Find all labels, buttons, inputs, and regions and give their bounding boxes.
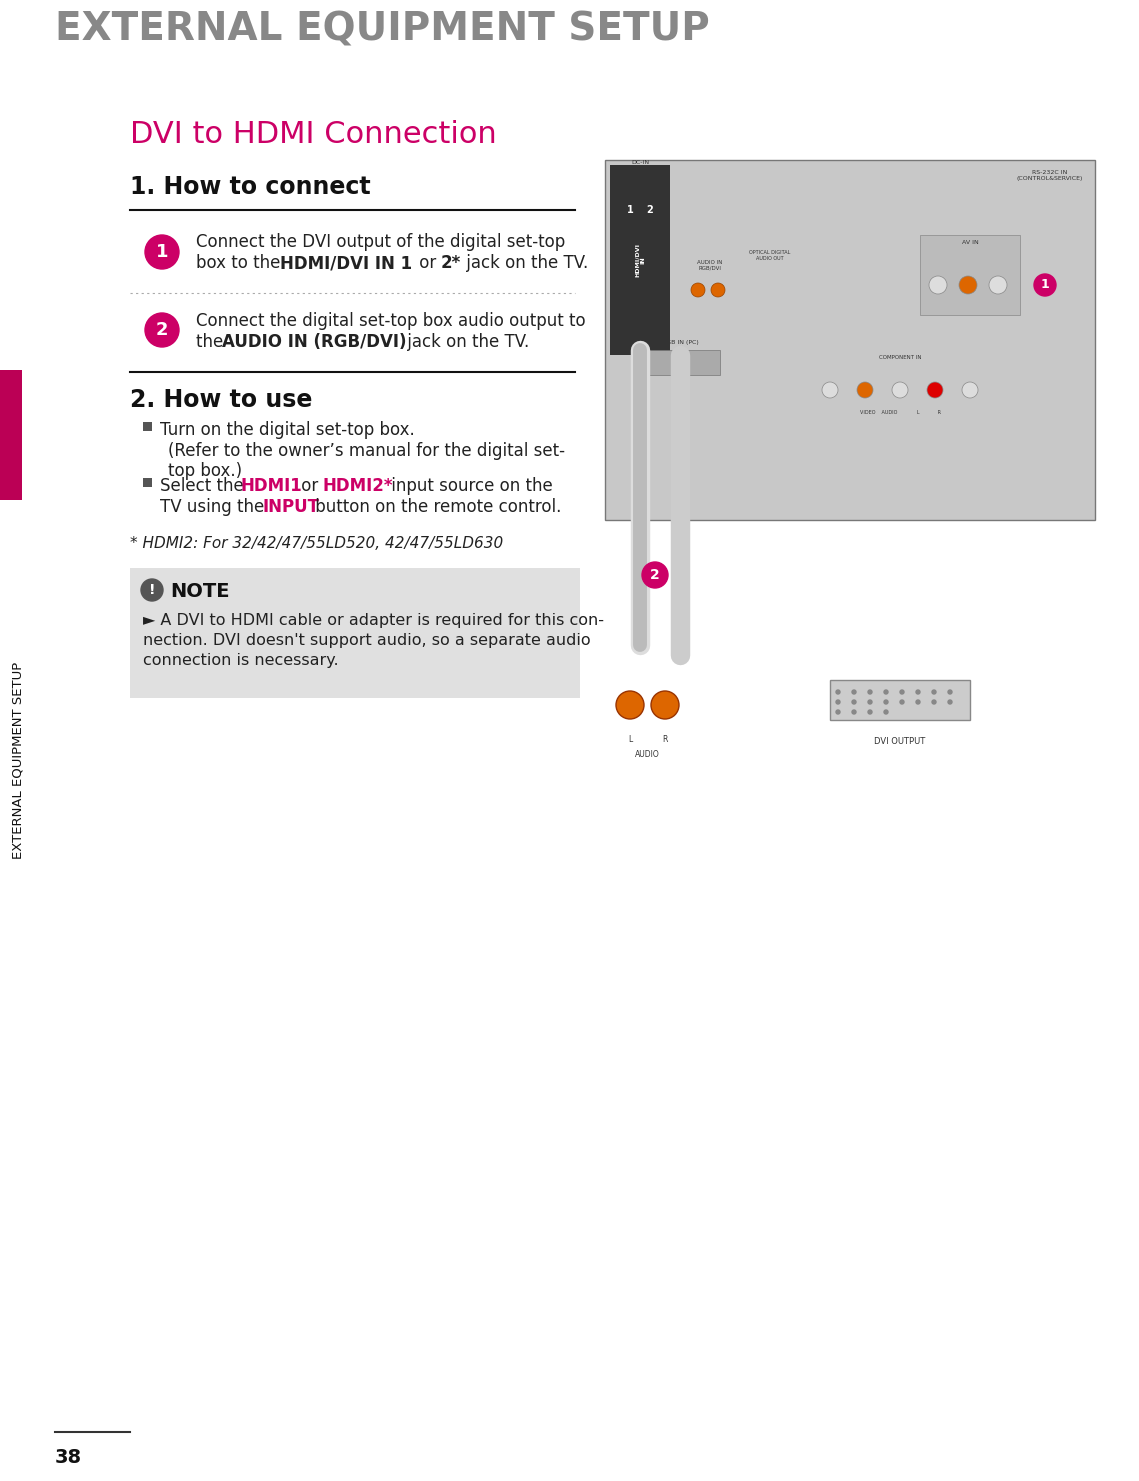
Circle shape [868, 709, 872, 714]
Circle shape [989, 275, 1007, 295]
Text: 2*: 2* [441, 255, 461, 273]
Text: Select the: Select the [159, 477, 249, 495]
Text: HDMI2*: HDMI2* [323, 477, 393, 495]
Circle shape [962, 382, 978, 398]
Circle shape [852, 690, 857, 695]
Text: OPTICAL DIGITAL
AUDIO OUT: OPTICAL DIGITAL AUDIO OUT [749, 250, 790, 261]
Text: 1: 1 [1041, 278, 1049, 292]
Text: Connect the digital set-top box audio output to: Connect the digital set-top box audio ou… [196, 312, 585, 330]
Circle shape [691, 283, 705, 298]
Circle shape [145, 312, 179, 347]
Text: the: the [196, 333, 229, 351]
Circle shape [868, 701, 872, 703]
Circle shape [652, 692, 679, 718]
Bar [130, 569, 580, 698]
Circle shape [1034, 274, 1056, 296]
Circle shape [884, 690, 888, 695]
Text: COMPONENT IN: COMPONENT IN [879, 355, 921, 360]
Text: nection. DVI doesn't support audio, so a separate audio: nection. DVI doesn't support audio, so a… [144, 632, 591, 649]
Circle shape [916, 701, 920, 703]
Circle shape [932, 701, 936, 703]
Circle shape [642, 561, 667, 588]
Text: R: R [662, 735, 667, 743]
Bar [830, 680, 970, 720]
Circle shape [852, 709, 857, 714]
Text: 2: 2 [647, 204, 654, 215]
Text: AV IN: AV IN [961, 240, 978, 244]
Text: jack on the TV.: jack on the TV. [402, 333, 530, 351]
Text: 1: 1 [156, 243, 169, 261]
Text: or: or [413, 255, 442, 273]
Bar [144, 422, 151, 431]
Text: !: ! [149, 584, 155, 597]
Text: EXTERNAL EQUIPMENT SETUP: EXTERNAL EQUIPMENT SETUP [11, 662, 25, 859]
Bar [605, 160, 1095, 520]
Circle shape [836, 709, 839, 714]
Circle shape [836, 701, 839, 703]
Circle shape [948, 701, 952, 703]
Text: connection is necessary.: connection is necessary. [144, 653, 338, 668]
Circle shape [857, 382, 872, 398]
Circle shape [852, 701, 857, 703]
Circle shape [141, 579, 163, 601]
Text: top box.): top box.) [167, 462, 243, 480]
Circle shape [868, 690, 872, 695]
Text: 1. How to connect: 1. How to connect [130, 175, 370, 198]
Bar [144, 478, 151, 487]
Text: VIDEO    AUDIO             L            R: VIDEO AUDIO L R [860, 410, 941, 415]
Circle shape [892, 382, 908, 398]
Text: HDMI1: HDMI1 [241, 477, 303, 495]
Circle shape [948, 690, 952, 695]
Circle shape [929, 275, 947, 295]
Text: AUDIO IN
RGB/DVI: AUDIO IN RGB/DVI [697, 261, 722, 271]
Bar [640, 350, 720, 375]
Text: or: or [296, 477, 323, 495]
Text: 2. How to use: 2. How to use [130, 388, 312, 412]
Text: button on the remote control.: button on the remote control. [310, 498, 562, 515]
Text: (Refer to the owner’s manual for the digital set-: (Refer to the owner’s manual for the dig… [167, 441, 565, 461]
Circle shape [932, 690, 936, 695]
Text: AUDIO IN (RGB/DVI): AUDIO IN (RGB/DVI) [222, 333, 407, 351]
Bar [920, 235, 1021, 315]
Text: Turn on the digital set-top box.: Turn on the digital set-top box. [159, 421, 415, 438]
Text: 2: 2 [156, 321, 169, 339]
Circle shape [959, 275, 977, 295]
Text: 1: 1 [626, 204, 633, 215]
Text: NOTE: NOTE [170, 582, 229, 601]
Circle shape [616, 692, 644, 718]
Text: DVI OUTPUT: DVI OUTPUT [875, 738, 926, 746]
Circle shape [884, 709, 888, 714]
Text: * HDMI2: For 32/42/47/55LD520, 42/47/55LD630: * HDMI2: For 32/42/47/55LD520, 42/47/55L… [130, 536, 503, 551]
Text: HDMI/DVI IN 1: HDMI/DVI IN 1 [280, 255, 412, 273]
Circle shape [711, 283, 726, 298]
Text: box to the: box to the [196, 255, 286, 273]
Text: DC-IN: DC-IN [631, 160, 649, 164]
Text: ► A DVI to HDMI cable or adapter is required for this con-: ► A DVI to HDMI cable or adapter is requ… [144, 613, 604, 628]
Bar [0, 370, 22, 501]
Text: 2: 2 [650, 569, 659, 582]
Circle shape [900, 701, 904, 703]
Text: TV using the: TV using the [159, 498, 270, 515]
Text: L: L [628, 735, 632, 743]
Circle shape [836, 690, 839, 695]
Text: RGB IN (PC): RGB IN (PC) [662, 341, 698, 345]
Text: INPUT: INPUT [262, 498, 319, 515]
Circle shape [927, 382, 943, 398]
Bar [611, 164, 670, 355]
Circle shape [822, 382, 838, 398]
Circle shape [884, 701, 888, 703]
Text: input source on the: input source on the [386, 477, 552, 495]
Text: 38: 38 [55, 1448, 82, 1468]
Text: DVI to HDMI Connection: DVI to HDMI Connection [130, 120, 497, 150]
Circle shape [900, 690, 904, 695]
Text: AUDIO: AUDIO [634, 749, 659, 758]
Text: HDMI/DVI
IN: HDMI/DVI IN [634, 243, 646, 277]
Text: EXTERNAL EQUIPMENT SETUP: EXTERNAL EQUIPMENT SETUP [55, 10, 710, 47]
Circle shape [145, 235, 179, 270]
Text: RS-232C IN
(CONTROL&SERVICE): RS-232C IN (CONTROL&SERVICE) [1017, 170, 1083, 181]
Text: jack on the TV.: jack on the TV. [461, 255, 588, 273]
Circle shape [916, 690, 920, 695]
Text: Connect the DVI output of the digital set-top: Connect the DVI output of the digital se… [196, 233, 565, 250]
